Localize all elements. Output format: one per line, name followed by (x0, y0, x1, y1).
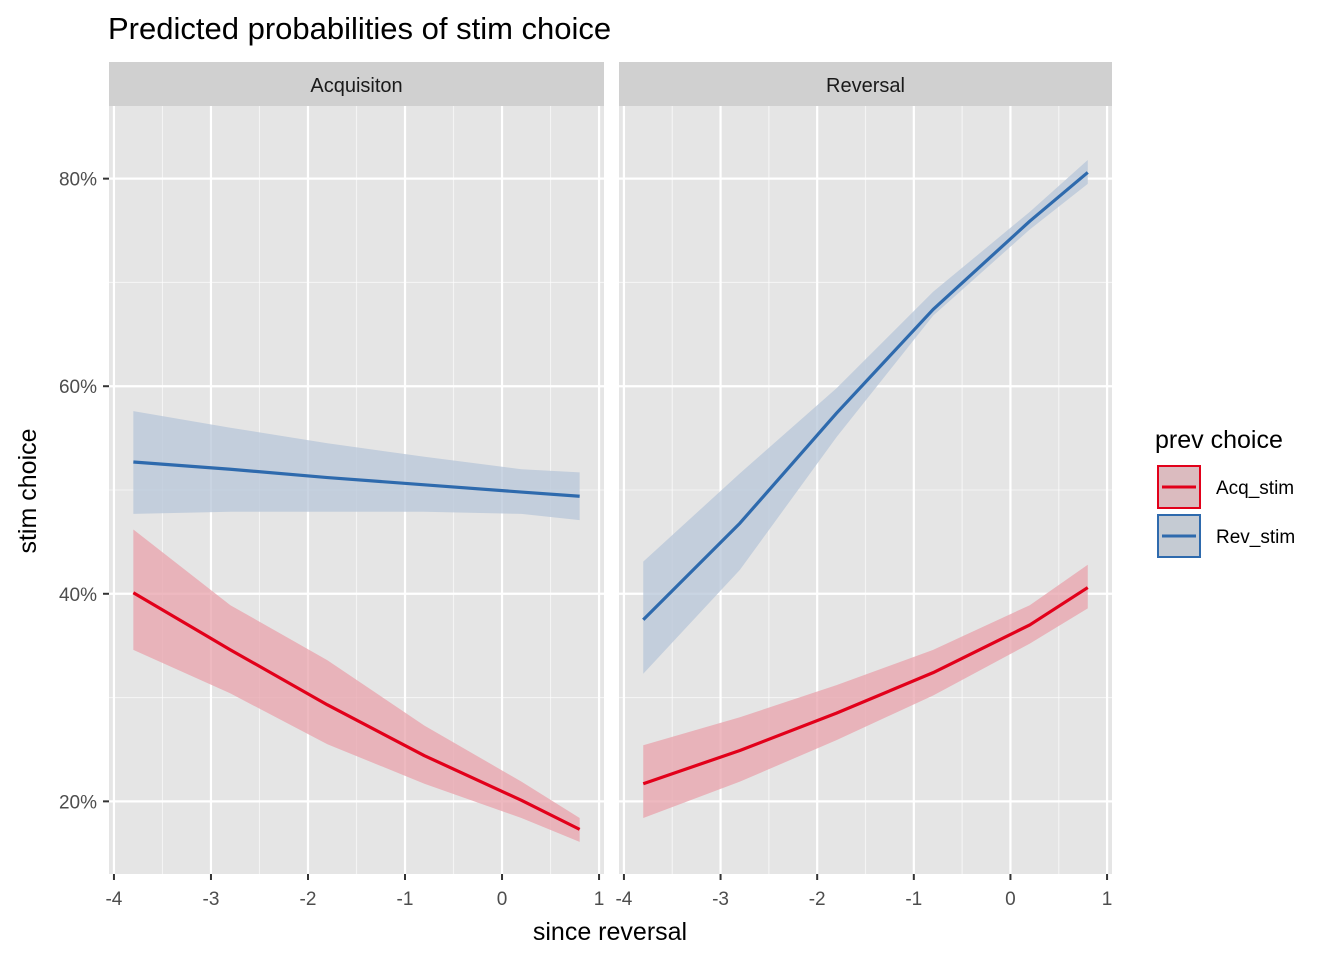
chart-title: Predicted probabilities of stim choice (108, 11, 611, 46)
series-line-acq-stim (642, 586, 1089, 786)
x-tick-label: -2 (809, 889, 826, 910)
x-tick-label: -3 (203, 889, 220, 910)
confidence-band-rev-stim (643, 159, 1088, 674)
y-tick-label: 80% (59, 170, 97, 191)
confidence-band-acq-stim (133, 529, 580, 842)
facet-panel-0: Acquisiton -4 -3 -2 -1 0 1 20% 40% 60% 80% (59, 62, 604, 910)
x-tick-label: -3 (712, 889, 729, 910)
x-axis-title: since reversal (533, 918, 687, 946)
x-tick-label: -4 (105, 889, 122, 910)
confidence-band-acq-stim (643, 564, 1088, 818)
confidence-band-rev-stim (133, 411, 580, 521)
x-tick-label: -1 (905, 889, 922, 910)
facet-strip-label: Reversal (826, 75, 905, 97)
x-tick-label: -4 (615, 889, 632, 910)
series-line-acq-stim (132, 591, 581, 831)
legend: prev choice Acq_stim Rev_stim (1155, 426, 1295, 558)
series-line-rev-stim (642, 171, 1089, 621)
legend-label: Acq_stim (1216, 478, 1294, 499)
y-tick-label: 60% (59, 377, 97, 398)
x-tick-label: 0 (1005, 889, 1016, 910)
facet-strip (109, 62, 604, 106)
x-tick-label: -1 (397, 889, 414, 910)
x-tick-label: 0 (497, 889, 508, 910)
x-tick-label: 1 (594, 889, 605, 910)
y-axis-title: stim choice (14, 428, 42, 553)
y-tick-label: 40% (59, 585, 97, 606)
legend-title: prev choice (1155, 426, 1283, 454)
facet-strip (619, 62, 1112, 106)
legend-label: Rev_stim (1216, 527, 1295, 548)
x-tick-label: 1 (1102, 889, 1113, 910)
x-tick-label: -2 (300, 889, 317, 910)
y-tick-label: 20% (59, 792, 97, 813)
facet-panels: Acquisiton -4 -3 -2 -1 0 1 20% 40% 60% 80% Reversal… (59, 62, 1112, 910)
series-line-rev-stim (133, 460, 580, 498)
facet-panel-1: Reversal -4 -3 -2 -1 0 1 (615, 62, 1112, 910)
facet-strip-label: Acquisiton (310, 75, 402, 97)
